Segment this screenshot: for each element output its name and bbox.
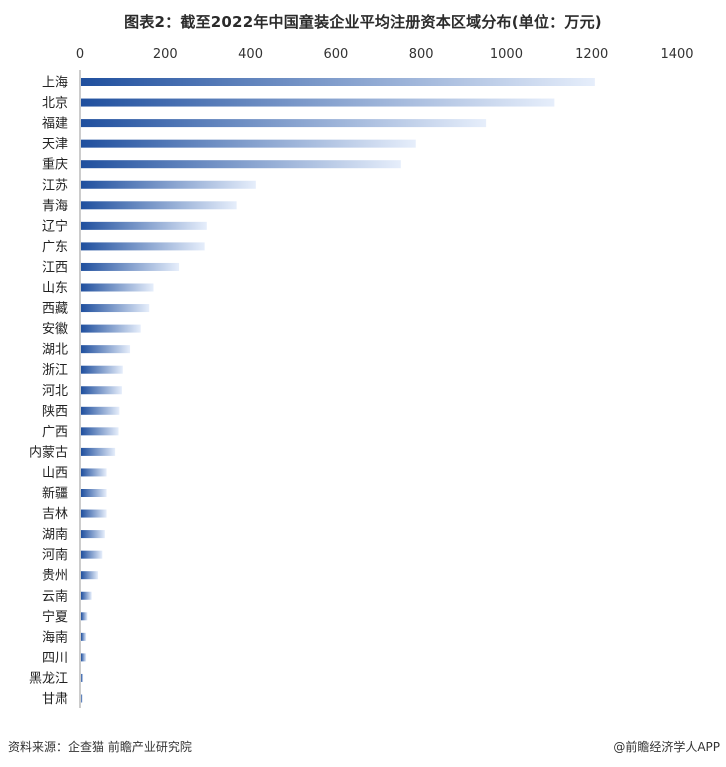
x-tick-label: 400 [238,47,263,62]
x-tick-label: 200 [153,47,178,62]
category-label: 浙江 [42,363,68,378]
category-label: 贵州 [42,569,68,584]
category-label: 福建 [42,117,68,132]
bar [81,427,119,436]
x-tick-label: 800 [409,47,434,62]
category-label: 安徽 [42,322,68,337]
bars-group [81,78,595,703]
category-label: 河北 [42,384,68,399]
bar [81,78,595,86]
x-tick-label: 1400 [660,47,693,62]
bar [81,386,122,395]
bar [81,530,105,539]
category-label: 辽宁 [42,218,68,234]
category-label: 西藏 [42,302,68,317]
bar [81,201,237,210]
bar [81,180,256,189]
category-label: 湖北 [42,343,68,358]
bar [81,447,116,456]
category-label: 山东 [42,281,68,296]
x-tick-label: 0 [76,47,84,62]
bar [81,612,88,621]
bar [81,221,207,230]
bar [81,242,205,251]
category-label: 四川 [42,651,68,666]
category-label: 内蒙古 [29,444,68,460]
category-label: 吉林 [42,507,68,522]
bar [81,632,87,641]
category-label: 青海 [42,199,68,214]
bar [81,139,416,148]
category-label: 海南 [42,629,68,645]
x-tick-label: 600 [323,47,348,62]
category-label: 天津 [42,137,68,152]
category-labels: 上海北京福建天津重庆江苏青海辽宁广东江西山东西藏安徽湖北浙江河北陕西广西内蒙古山… [29,76,68,708]
category-label: 黑龙江 [29,671,68,686]
bar [81,98,555,107]
category-label: 江西 [42,260,68,275]
category-label: 山西 [42,466,68,481]
bar [81,489,107,497]
x-tick-label: 1000 [490,47,523,62]
bar [81,468,107,477]
bar [81,673,84,682]
category-label: 甘肃 [42,692,68,707]
bar [81,509,107,518]
credit-note: @前瞻经济学人APP [613,740,720,754]
category-label: 云南 [42,588,68,604]
category-label: 陕西 [42,404,68,419]
x-tick-label: 1200 [575,47,608,62]
bar [81,365,123,374]
source-note: 资料来源：企查猫 前瞻产业研究院 [8,740,192,754]
bar [81,406,120,415]
category-label: 宁夏 [42,609,68,625]
category-label: 湖南 [42,527,68,543]
bar [81,262,180,271]
category-label: 河南 [42,547,68,563]
category-label: 上海 [42,76,68,91]
bar [81,571,99,580]
category-label: 广西 [42,425,68,440]
category-label: 重庆 [42,157,68,173]
category-label: 新疆 [42,486,68,502]
bar [81,160,401,169]
bar [81,653,87,662]
category-label: 广东 [42,240,68,255]
bar [81,591,92,600]
bar [81,304,150,313]
chart-title: 图表2：截至2022年中国童装企业平均注册资本区域分布(单位：万元) [124,13,602,31]
category-label: 江苏 [42,177,68,193]
bar [81,550,103,559]
bar [81,345,131,354]
bar [81,119,487,128]
x-axis-ticks: 0 200 400 600 800 1000 1200 1400 [76,47,694,62]
bar [81,324,141,333]
category-label: 北京 [42,96,68,111]
bar [81,694,83,703]
bar [81,283,154,292]
